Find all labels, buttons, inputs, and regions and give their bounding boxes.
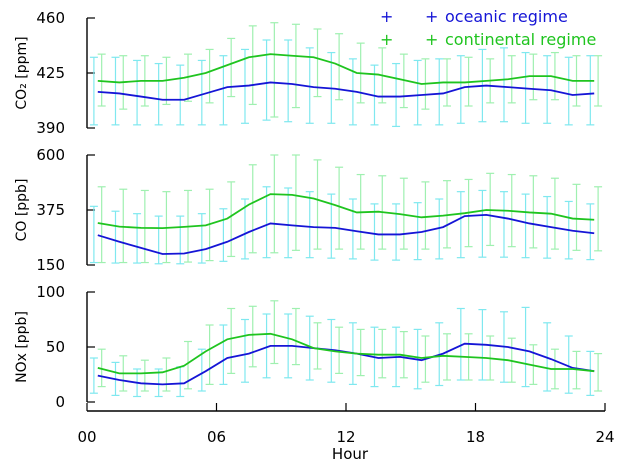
y-tick-label: 460 [36,9,65,27]
y-tick-label: 50 [46,338,65,356]
legend-continental-marker: + [380,30,393,49]
oceanic-line [97,213,595,255]
y-tick-label: 425 [36,64,65,82]
legend: + + oceanic regime + + continental regim… [380,7,596,49]
legend-continental-marker-2: + [425,30,438,49]
x-tick-label: 00 [77,428,96,446]
y-tick-label: 375 [36,201,65,219]
x-axis-label: Hour [332,445,369,462]
legend-oceanic-marker-2: + [425,7,438,26]
y-tick-label: 390 [36,119,65,137]
x-tick-label: 06 [207,428,226,446]
continental-line [97,193,595,229]
legend-oceanic-marker: + [380,7,393,26]
y-tick-label: 100 [36,283,65,301]
legend-oceanic-label: oceanic regime [445,7,568,26]
continental-line [97,53,595,85]
y-tick-label: 0 [55,393,65,411]
y-axis-label: CO [ppb] [14,179,30,242]
panel-3: 0 50 100 NOx [ppb] [14,283,605,412]
y-axis-label: CO₂ [ppm] [14,36,30,109]
y-tick-label: 150 [36,256,65,274]
legend-continental-label: continental regime [445,30,596,49]
continental-line [97,332,595,375]
panel-2: 150 375 600 CO [ppb] [14,146,603,274]
oceanic-line [97,342,595,386]
panel-1: 390 425 460 CO₂ [ppm] [14,9,603,137]
oceanic-line [97,81,595,101]
x-tick-label: 12 [336,428,355,446]
x-tick-label: 24 [595,428,614,446]
y-tick-label: 600 [36,146,65,164]
x-tick-label: 18 [466,428,485,446]
y-axis-label: NOx [ppb] [14,311,30,383]
